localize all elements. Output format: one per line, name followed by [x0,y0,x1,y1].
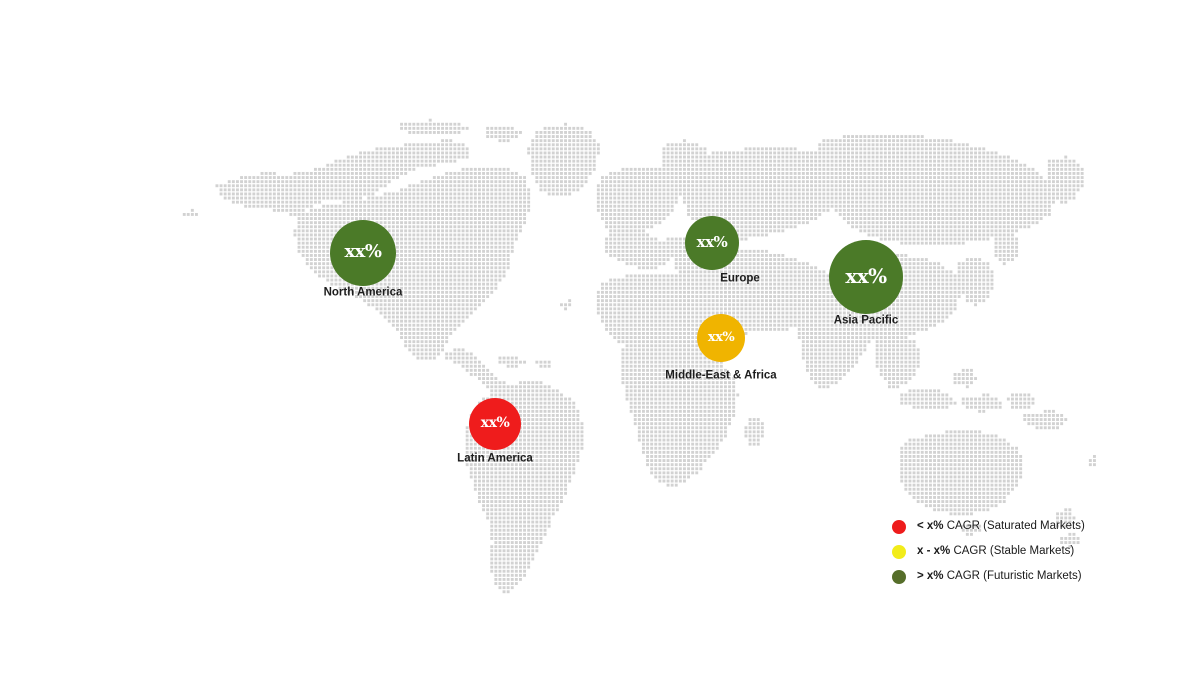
legend-desc-futuristic: CAGR (Futuristic Markets) [943,569,1082,582]
region-label-europe: Europe [720,272,760,285]
region-value-middle-east-africa: xx% [707,329,735,345]
legend-dot-saturated-icon [892,519,906,534]
legend-desc-saturated: CAGR (Saturated Markets) [943,519,1085,532]
legend-row-futuristic[interactable]: > x% CAGR (Futuristic Markets) [892,569,1085,584]
region-label-latin-america: Latin America [457,452,533,465]
legend-range-futuristic: > x% [917,569,944,582]
region-bubble-north-america[interactable]: xx% [330,220,396,286]
region-bubble-asia-pacific[interactable]: xx% [829,240,903,314]
region-bubble-latin-america[interactable]: xx% [469,398,521,450]
legend-range-stable: x - x% [917,544,951,557]
region-bubble-europe[interactable]: xx% [685,216,739,270]
region-value-asia-pacific: xx% [845,264,887,288]
legend: < x% CAGR (Saturated Markets) x - x% CAGR… [892,519,1085,584]
region-value-north-america: xx% [344,241,382,262]
region-value-latin-america: xx% [480,415,510,431]
legend-dot-stable-icon [892,544,906,559]
legend-label-saturated: < x% CAGR (Saturated Markets) [917,519,1085,533]
region-bubble-middle-east-africa[interactable]: xx% [697,314,745,362]
region-label-middle-east-africa: Middle-East & Africa [665,369,777,382]
legend-row-stable[interactable]: x - x% CAGR (Stable Markets) [892,544,1085,559]
region-label-asia-pacific: Asia Pacific [833,314,899,327]
legend-row-saturated[interactable]: < x% CAGR (Saturated Markets) [892,519,1085,534]
region-label-north-america: North America [323,286,403,299]
legend-dot-futuristic-icon [892,569,906,584]
region-value-europe: xx% [696,232,728,251]
legend-range-saturated: < x% [917,519,944,532]
legend-desc-stable: CAGR (Stable Markets) [950,544,1075,557]
legend-label-futuristic: > x% CAGR (Futuristic Markets) [917,569,1082,583]
legend-label-stable: x - x% CAGR (Stable Markets) [917,544,1075,558]
